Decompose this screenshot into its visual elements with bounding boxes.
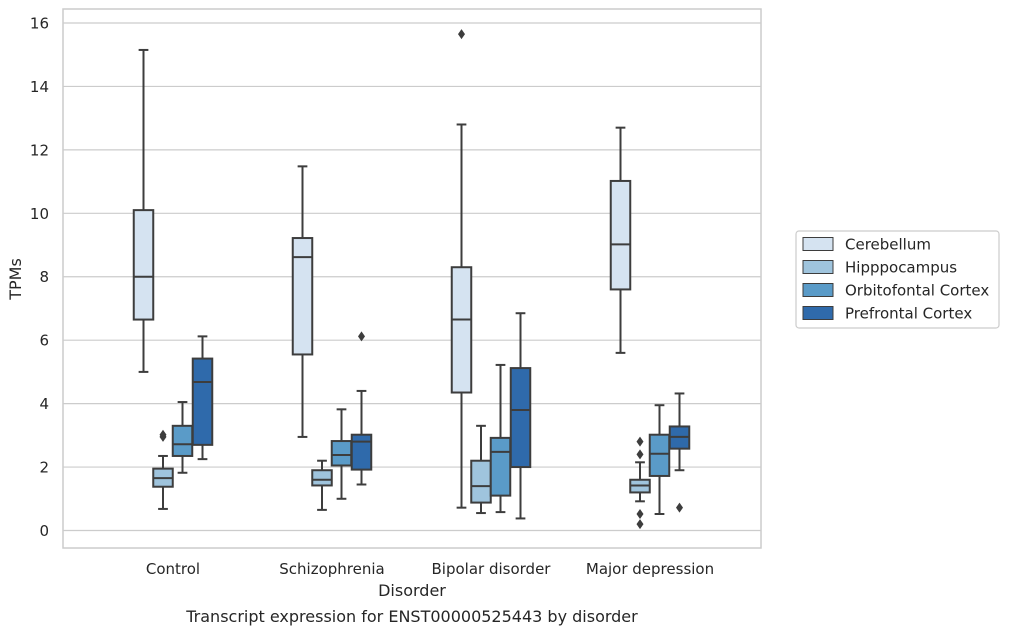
legend-label: Orbitofontal Cortex [845,282,989,300]
y-tick-label: 16 [30,14,49,32]
legend-swatch [802,260,834,274]
legend-swatch [802,237,834,251]
box-cerebellum-3 [609,126,632,354]
box-body [311,469,333,487]
y-tick-label: 4 [39,395,49,413]
x-tick-label: Major depression [586,560,714,578]
x-tick-label: Control [146,560,200,578]
box-body [291,237,314,356]
box-series [132,29,691,530]
box-hipppocampus-3 [629,436,651,530]
legend-frame [795,230,1000,329]
outlier-point [358,331,365,342]
y-tick-label: 0 [39,522,49,540]
box-body [489,436,512,497]
y-tick-label: 14 [30,78,49,96]
outlier-point [636,519,644,530]
gridlines [63,22,761,532]
box-hipppocampus-1 [311,459,333,511]
y-tick-label: 10 [30,205,49,223]
box-prefrontal-cortex-3 [668,392,691,513]
box-orbitofontal-cortex-3 [648,404,671,516]
box-prefrontal-cortex-2 [509,312,532,520]
y-tick-label: 8 [39,268,49,286]
box-cerebellum-0 [132,48,155,373]
box-hipppocampus-2 [470,424,492,515]
box-orbitofontal-cortex-0 [171,401,194,474]
box-orbitofontal-cortex-1 [330,408,353,500]
y-tick-labels: 0 2 4 6 8 10 12 14 16 [30,14,49,540]
box-prefrontal-cortex-0 [191,335,214,461]
legend-swatch [802,306,834,320]
outlier-point [636,436,644,447]
plot-frame [62,8,762,549]
x-tick-labels: Control Schizophrenia Bipolar disorder Majo… [146,560,714,578]
chart-caption: Transcript expression for ENST0000052544… [185,607,638,626]
outlier-point [636,509,644,520]
outlier-point [676,502,683,513]
box-body [191,357,214,446]
box-body [648,433,671,477]
box-prefrontal-cortex-1 [350,331,373,486]
x-axis-label: Disorder [378,581,446,600]
box-body [470,459,492,504]
box-body [330,440,353,467]
legend-label: Hipppocampus [845,259,957,277]
legend-label: Cerebellum [845,236,931,254]
y-axis-label: TPMs [6,258,25,301]
box-body [171,424,194,457]
y-tick-label: 6 [39,332,49,350]
y-tick-label: 2 [39,459,49,477]
outlier-point [159,429,167,440]
box-body [450,266,473,394]
box-body [609,179,632,291]
box-body [132,209,155,321]
box-cerebellum-2 [450,29,473,509]
x-tick-label: Bipolar disorder [432,560,552,578]
box-orbitofontal-cortex-2 [489,363,512,514]
legend-label: Prefrontal Cortex [845,305,972,323]
y-tick-label: 12 [30,141,49,159]
box-body [509,367,532,469]
x-tick-label: Schizophrenia [279,560,384,578]
legend-swatch [802,283,834,297]
legend: Cerebellum Hipppocampus Orbitofontal Corte… [795,230,1000,329]
outlier-point [458,29,465,40]
box-hipppocampus-0 [152,429,174,510]
box-cerebellum-1 [291,165,314,438]
outlier-point [636,449,644,460]
box-body [350,433,373,471]
